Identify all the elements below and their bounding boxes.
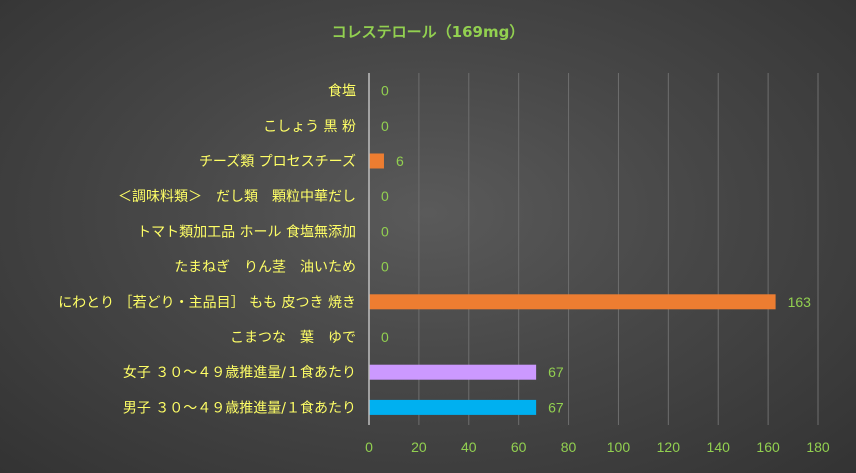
category-label: 食塩 (328, 83, 356, 100)
x-tick-label: 40 (461, 439, 477, 455)
category-label: 女子 ３０～４９歳推進量/１食あたり (123, 364, 356, 381)
category-label: たまねぎ りん茎 油いため (174, 260, 356, 276)
x-tick-label: 140 (707, 439, 731, 455)
data-label: 163 (788, 294, 812, 310)
x-tick-label: 0 (365, 439, 373, 455)
category-label: こしょう 黒 粉 (263, 119, 356, 135)
x-tick-label: 160 (756, 439, 780, 455)
x-tick-label: 180 (806, 439, 830, 455)
category-label: 男子 ３０～４９歳推進量/１食あたり (123, 399, 356, 416)
chart-title: コレステロール（169mg） (332, 23, 525, 41)
data-label: 0 (381, 223, 389, 239)
x-tick-labels: 0 20 40 60 80 100 120 140 160 180 (365, 439, 830, 455)
data-labels: 0 0 6 0 0 0 163 0 67 67 (381, 83, 811, 416)
data-label: 6 (396, 153, 404, 169)
x-tick-label: 120 (657, 439, 681, 455)
bar (369, 399, 537, 415)
category-label: トマト類加工品 ホール 食塩無添加 (137, 223, 356, 240)
bar (369, 294, 776, 310)
data-label: 0 (381, 329, 389, 345)
bar (369, 153, 384, 169)
x-tick-label: 60 (511, 439, 527, 455)
gridlines (418, 73, 819, 425)
category-label: ＜調味料類＞ だし類 顆粒中華だし (118, 189, 356, 205)
data-label: 67 (548, 399, 564, 415)
x-tick-label: 100 (607, 439, 631, 455)
data-label: 0 (381, 259, 389, 275)
bars (369, 153, 776, 415)
data-label: 0 (381, 118, 389, 134)
category-label: にわとり ［若どり・主品目］ もも 皮つき 焼き (58, 295, 356, 311)
x-tick-label: 80 (561, 439, 577, 455)
category-label: チーズ類 プロセスチーズ (199, 154, 356, 170)
data-label: 67 (548, 364, 564, 380)
data-label: 0 (381, 83, 389, 99)
category-label: こまつな 葉 ゆで (230, 330, 356, 346)
x-tick-label: 20 (411, 439, 427, 455)
data-label: 0 (381, 188, 389, 204)
bar (369, 364, 537, 380)
